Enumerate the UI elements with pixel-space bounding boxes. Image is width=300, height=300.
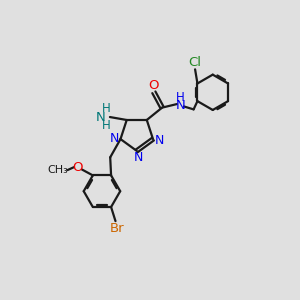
- Text: Br: Br: [110, 222, 124, 235]
- Text: N: N: [109, 132, 119, 145]
- Text: O: O: [148, 79, 158, 92]
- Text: N: N: [155, 134, 164, 147]
- Text: N: N: [134, 151, 143, 164]
- Text: CH₃: CH₃: [47, 165, 68, 175]
- Text: Cl: Cl: [189, 56, 202, 69]
- Text: H: H: [176, 91, 185, 104]
- Text: H: H: [101, 119, 110, 132]
- Text: N: N: [96, 110, 106, 124]
- Text: N: N: [176, 99, 185, 112]
- Text: O: O: [72, 160, 83, 174]
- Text: H: H: [101, 102, 110, 115]
